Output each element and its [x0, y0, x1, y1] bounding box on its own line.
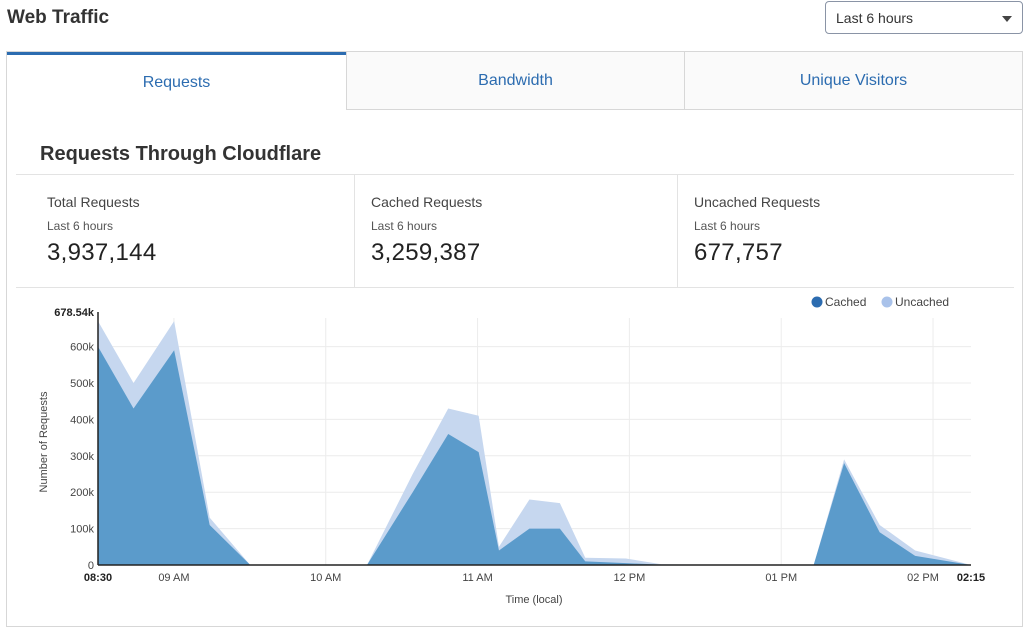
y-tick-label: 400k — [70, 414, 94, 426]
x-tick-label: 09 AM — [158, 572, 189, 584]
y-tick-label: 300k — [70, 451, 94, 463]
x-tick-label: 10 AM — [310, 572, 341, 584]
time-range-select[interactable]: Last 6 hours — [825, 1, 1023, 34]
x-tick-label: 08:30 — [84, 572, 112, 584]
time-range-value: Last 6 hours — [836, 10, 914, 26]
y-tick-label: 500k — [70, 378, 94, 390]
x-axis-title: Time (local) — [505, 594, 562, 606]
section-title: Requests Through Cloudflare — [40, 143, 322, 165]
x-tick-label: 01 PM — [765, 572, 797, 584]
legend-uncached-dot — [881, 296, 893, 308]
y-tick-label: 0 — [88, 560, 94, 572]
requests-area-chart: 100k 200k 300k 400k 500k 600k 0 678.54k 08:30 09 … — [38, 295, 985, 606]
legend-uncached-label: Uncached — [895, 295, 949, 309]
stats-row: Total Requests Last 6 hours 3,937,144 Ca… — [16, 174, 1014, 288]
tab-bar: Requests Bandwidth Unique Visitors — [7, 52, 1022, 110]
y-axis-title: Number of Requests — [38, 391, 50, 492]
x-tick-label: 12 PM — [613, 572, 645, 584]
stat-value: 3,259,387 — [371, 239, 481, 266]
tab-requests[interactable]: Requests — [7, 52, 346, 110]
stat-period: Last 6 hours — [371, 219, 438, 233]
stat-value: 3,937,144 — [47, 239, 157, 266]
stat-label: Uncached Requests — [694, 194, 821, 210]
stat-uncached-requests: Uncached Requests Last 6 hours 677,757 — [677, 175, 1014, 287]
page-title: Web Traffic — [7, 7, 110, 28]
stat-period: Last 6 hours — [47, 219, 114, 233]
stat-label: Total Requests — [47, 194, 140, 210]
tab-unique-visitors[interactable]: Unique Visitors — [684, 52, 1022, 110]
x-tick-label: 11 AM — [462, 572, 492, 584]
stat-cached-requests: Cached Requests Last 6 hours 3,259,387 — [354, 175, 677, 287]
cached-area — [98, 346, 971, 565]
legend-cached-label: Cached — [825, 295, 866, 309]
stat-label: Cached Requests — [371, 194, 483, 210]
y-tick-label: 200k — [70, 487, 94, 499]
stat-total-requests: Total Requests Last 6 hours 3,937,144 — [16, 175, 354, 287]
stat-value: 677,757 — [694, 239, 783, 266]
y-tick-label: 100k — [70, 524, 94, 536]
x-tick-label: 02:15 — [957, 572, 985, 584]
stat-period: Last 6 hours — [694, 219, 761, 233]
y-max-label: 678.54k — [54, 307, 95, 319]
tab-bandwidth[interactable]: Bandwidth — [346, 52, 684, 110]
x-tick-label: 02 PM — [907, 572, 939, 584]
chevron-down-icon — [1002, 16, 1012, 22]
y-tick-label: 600k — [70, 342, 94, 354]
traffic-card: Requests Bandwidth Unique Visitors Reque… — [6, 51, 1023, 627]
legend-cached-dot — [811, 296, 823, 308]
